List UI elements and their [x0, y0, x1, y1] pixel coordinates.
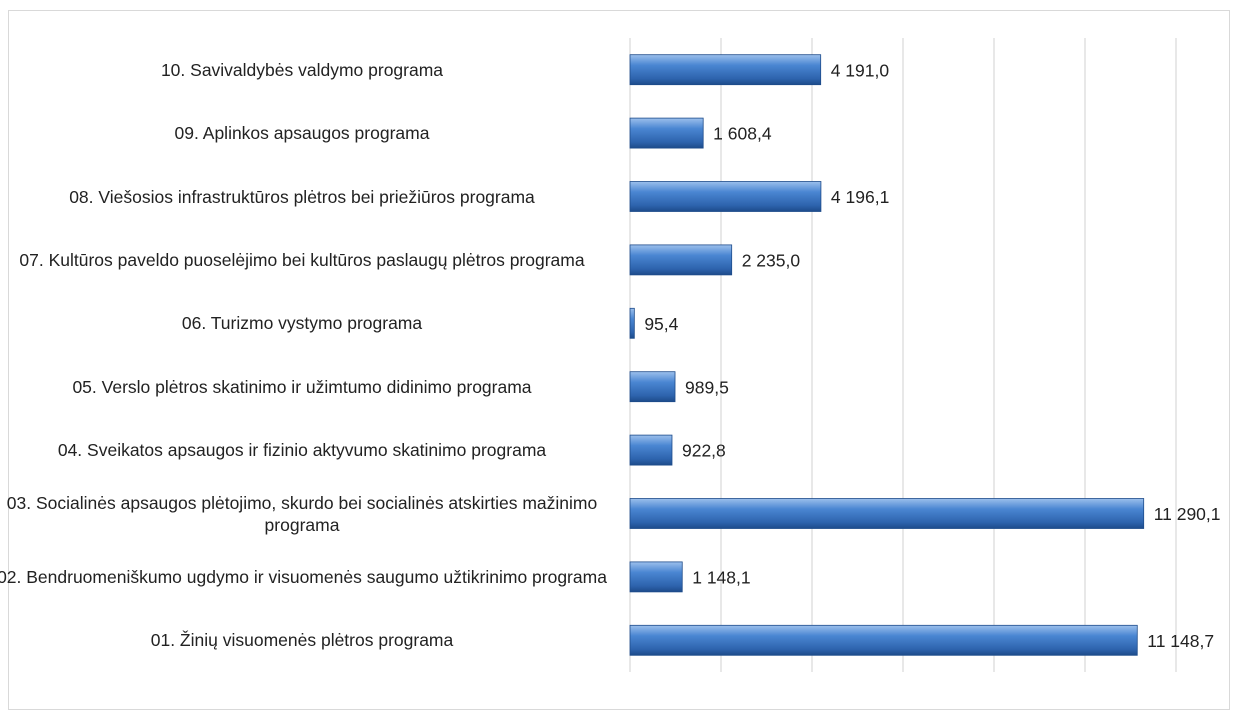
category-label: 02. Bendruomeniškumo ugdymo ir visuomenė…	[0, 566, 607, 587]
bar	[629, 307, 635, 339]
bar	[629, 434, 673, 466]
value-label: 4 196,1	[831, 187, 889, 207]
bar	[629, 117, 704, 149]
value-label: 2 235,0	[742, 251, 801, 271]
value-label: 1 148,1	[692, 568, 750, 588]
value-label: 922,8	[682, 441, 726, 461]
category-label: 06. Turizmo vystymo programa	[181, 313, 423, 334]
category-label: 03. Socialinės apsaugos plėtojimo, skurd…	[6, 492, 598, 535]
value-label: 4 191,0	[831, 60, 890, 80]
bar	[629, 371, 676, 403]
category-label: 05. Verslo plėtros skatinimo ir užimtumo…	[72, 376, 532, 397]
bar	[629, 244, 733, 276]
value-label: 95,4	[644, 314, 678, 334]
bar	[629, 181, 822, 212]
category-label: 07. Kultūros paveldo puoselėjimo bei kul…	[19, 249, 585, 270]
bar	[629, 624, 1138, 656]
category-label: 08. Viešosios infrastruktūros plėtros be…	[69, 186, 535, 207]
value-label: 11 148,7	[1147, 631, 1214, 651]
bar	[629, 54, 822, 86]
category-label: 10. Savivaldybės valdymo programa	[160, 59, 444, 80]
category-label: 04. Sveikatos apsaugos ir fizinio aktyvu…	[57, 440, 547, 461]
value-label: 989,5	[685, 377, 729, 397]
category-label: 01. Žinių visuomenės plėtros programa	[150, 630, 454, 651]
bar	[629, 498, 1145, 529]
value-label: 11 290,1	[1154, 504, 1221, 524]
chart-frame	[8, 10, 1230, 710]
value-label: 1 608,4	[713, 124, 772, 144]
bar	[629, 561, 683, 593]
category-label: 09. Aplinkos apsaugos programa	[174, 123, 430, 144]
